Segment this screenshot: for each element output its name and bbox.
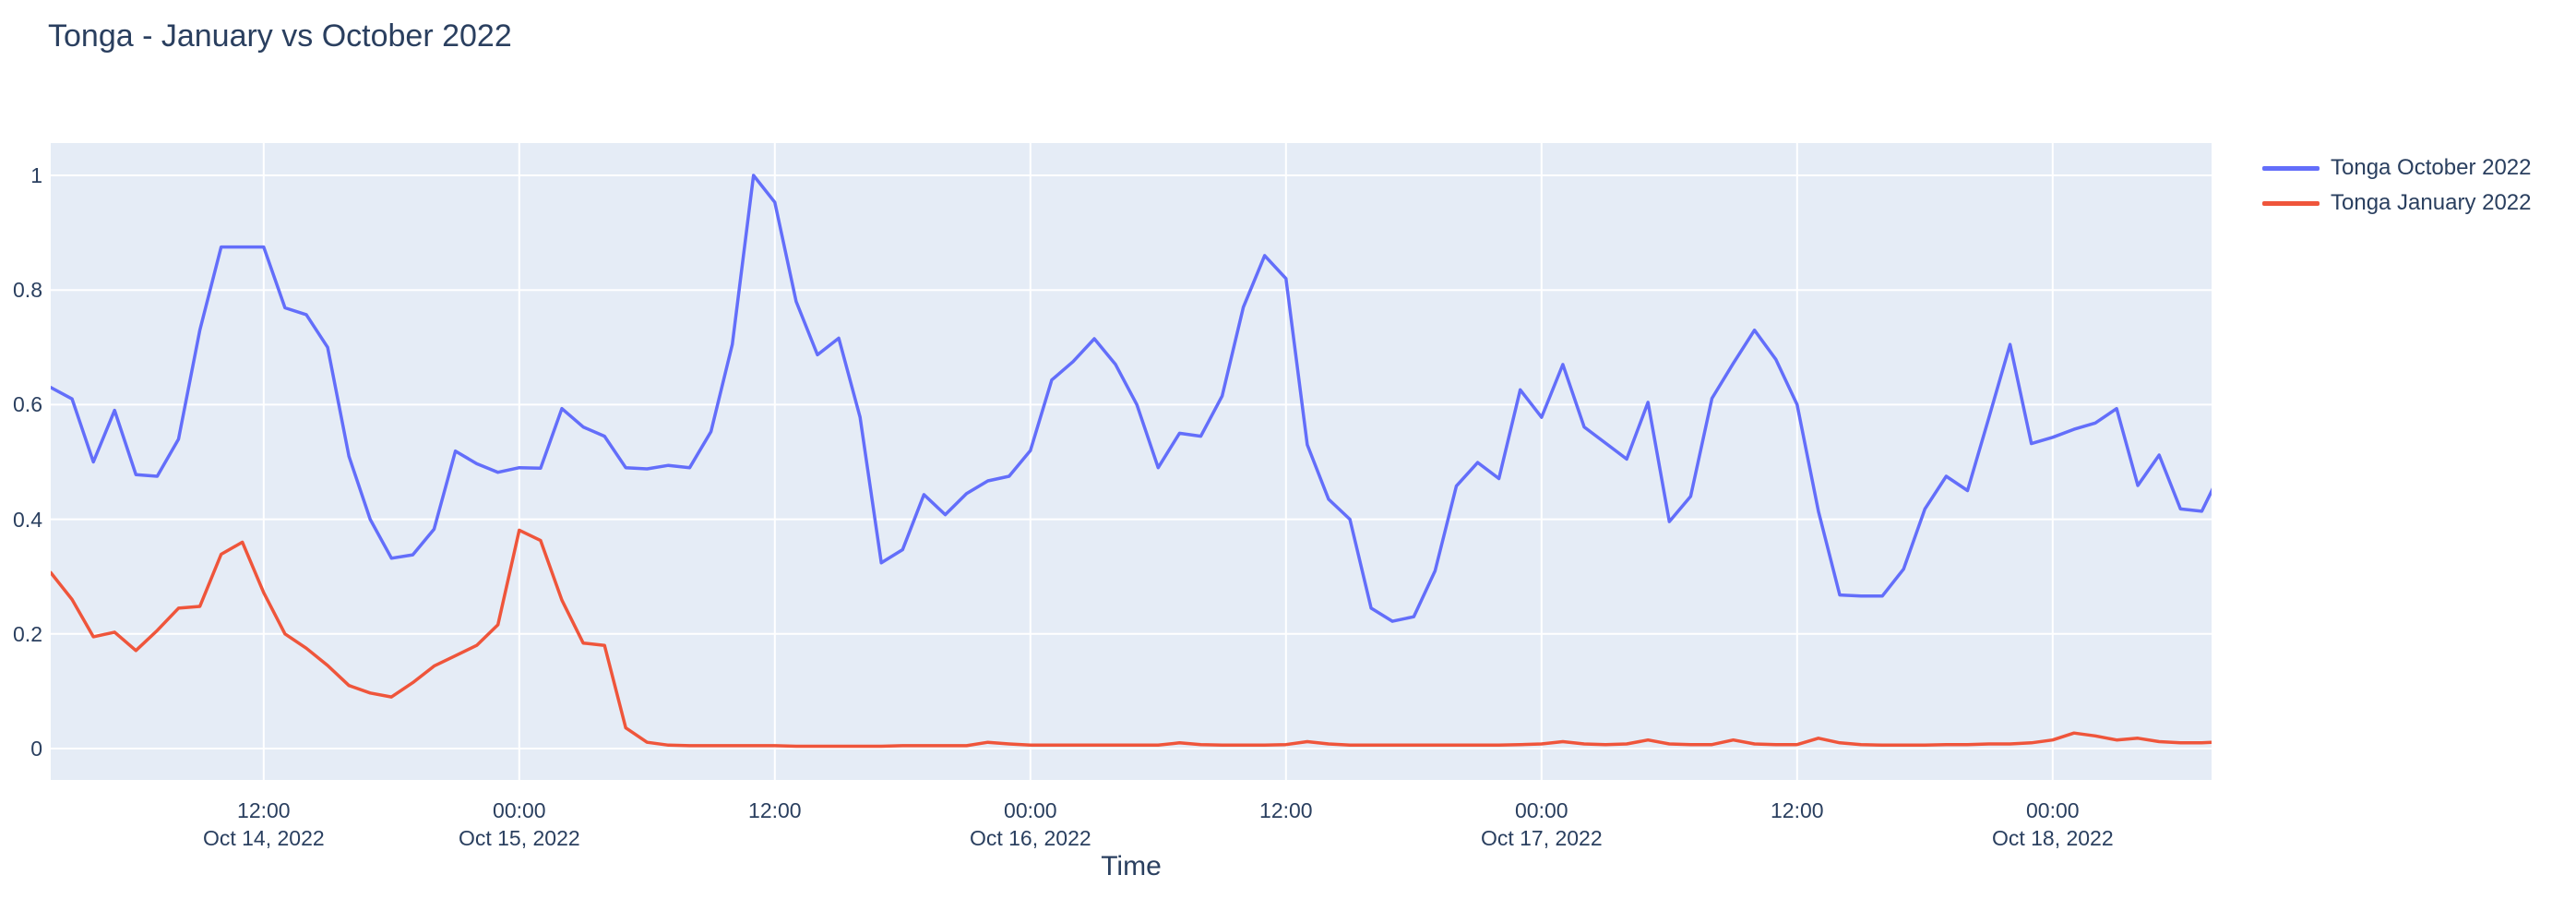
legend-swatch bbox=[2262, 165, 2320, 171]
y-tick-label-0.8: 0.8 bbox=[13, 278, 42, 303]
x-tick-date: Oct 18, 2022 bbox=[1991, 826, 2114, 850]
y-tick-label-0.6: 0.6 bbox=[13, 392, 42, 417]
x-axis-title: Time bbox=[1101, 851, 1162, 881]
legend-swatch bbox=[2262, 200, 2320, 206]
x-tick-time: 00:00 bbox=[493, 798, 546, 822]
x-tick-time: 12:00 bbox=[1771, 798, 1824, 822]
x-tick-label-00:00-oct-15-2022: 00:00 Oct 15, 2022 bbox=[400, 797, 639, 852]
x-tick-label-00:00-oct-16-2022: 00:00 Oct 16, 2022 bbox=[911, 797, 1151, 852]
x-tick-date: Oct 16, 2022 bbox=[969, 826, 1091, 850]
legend-label: Tonga October 2022 bbox=[2331, 155, 2532, 180]
x-tick-date: Oct 15, 2022 bbox=[458, 826, 580, 850]
x-tick-date: Oct 14, 2022 bbox=[202, 826, 325, 850]
x-tick-time: 12:00 bbox=[748, 798, 802, 822]
x-tick-time: 00:00 bbox=[1004, 798, 1057, 822]
legend: Tonga October 2022 Tonga January 2022 bbox=[2262, 150, 2532, 221]
x-tick-date: Oct 17, 2022 bbox=[1480, 826, 1603, 850]
y-tick-label-0: 0 bbox=[30, 737, 42, 761]
legend-label: Tonga January 2022 bbox=[2331, 190, 2532, 215]
x-tick-label-00:00-oct-18-2022: 00:00 Oct 18, 2022 bbox=[1933, 797, 2173, 852]
x-tick-time: 00:00 bbox=[2026, 798, 2080, 822]
x-tick-label-00:00-oct-17-2022: 00:00 Oct 17, 2022 bbox=[1422, 797, 1662, 852]
chart-title: Tonga - January vs October 2022 bbox=[48, 18, 512, 54]
x-tick-time: 12:00 bbox=[237, 798, 291, 822]
y-tick-label-0.2: 0.2 bbox=[13, 621, 42, 646]
x-tick-time: 00:00 bbox=[1515, 798, 1568, 822]
legend-item-tonga-january-2022[interactable]: Tonga January 2022 bbox=[2262, 186, 2532, 221]
y-tick-label-0.4: 0.4 bbox=[13, 507, 42, 532]
series-line-tonga-january-2022[interactable] bbox=[51, 528, 2224, 749]
x-tick-label-12:00: 12:00 bbox=[1677, 797, 1917, 824]
x-tick-label-12:00-oct-14-2022: 12:00 Oct 14, 2022 bbox=[144, 797, 384, 852]
series-line-tonga-october-2022[interactable] bbox=[51, 174, 2224, 623]
x-tick-label-12:00: 12:00 bbox=[655, 797, 895, 824]
vertical-gridlines bbox=[262, 143, 2054, 780]
x-tick-label-12:00: 12:00 bbox=[1166, 797, 1406, 824]
plot-background[interactable] bbox=[51, 143, 2212, 780]
legend-item-tonga-october-2022[interactable]: Tonga October 2022 bbox=[2262, 150, 2532, 186]
y-tick-label-1: 1 bbox=[30, 163, 42, 187]
x-tick-time: 12:00 bbox=[1259, 798, 1313, 822]
horizontal-gridlines bbox=[51, 174, 2212, 749]
